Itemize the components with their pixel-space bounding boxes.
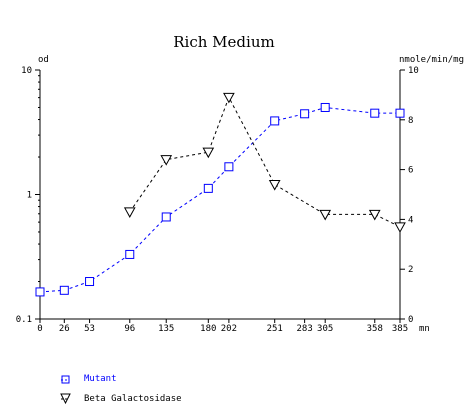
x-tick-label: 202 [221, 324, 237, 334]
data-point-beta-galactosidase [202, 147, 215, 159]
data-point-mutant [203, 183, 213, 193]
legend-label-beta-galactosidase: Beta Galactosidase [84, 394, 182, 404]
right-tick-label: 8 [408, 116, 413, 126]
left-tick-label: 0.1 [16, 315, 32, 325]
x-tick-label: 385 [392, 324, 408, 334]
data-point-mutant [270, 116, 280, 126]
x-tick-label: 251 [267, 324, 283, 334]
data-point-beta-galactosidase [394, 222, 406, 233]
x-tick-label: 96 [124, 324, 135, 334]
x-tick-label: 180 [200, 324, 216, 334]
x-tick-label: 26 [59, 324, 70, 334]
data-point-mutant [395, 108, 405, 118]
legend-square-marker [61, 375, 70, 384]
right-tick-label: 4 [408, 215, 413, 225]
data-point-mutant [224, 162, 234, 172]
data-point-mutant [300, 109, 310, 119]
right-tick-label: 10 [408, 66, 419, 76]
x-tick-label: 305 [317, 324, 333, 334]
left-axis-unit: od [38, 55, 49, 65]
legend-item-beta-galactosidase: Beta Galactosidase [60, 393, 182, 405]
data-point-mutant [370, 108, 380, 118]
data-point-mutant [320, 102, 330, 112]
legend-item-mutant: Mutant [61, 374, 117, 384]
right-axis-unit: nmole/min/mg [399, 55, 464, 65]
data-point-mutant [35, 287, 45, 297]
data-point-beta-galactosidase [123, 207, 136, 218]
x-axis-unit: mn [419, 324, 430, 334]
right-tick-label: 0 [408, 315, 413, 325]
x-tick-label: 358 [367, 324, 383, 334]
x-tick-label: 135 [158, 324, 174, 334]
right-tick-label: 2 [408, 265, 413, 275]
axes-layer: 0 26 53 96 135 180 202 251 283 305 358 385 0.1 1 10 0 2 4… [16, 66, 419, 334]
left-tick-label: 10 [21, 66, 32, 76]
x-tick-label: 0 [37, 324, 42, 334]
x-tick-label: 283 [296, 324, 312, 334]
x-tick-label: 53 [84, 324, 95, 334]
right-tick-label: 6 [408, 166, 413, 176]
data-point-mutant [85, 277, 95, 287]
data-point-mutant [161, 212, 171, 222]
data-point-beta-galactosidase [319, 209, 332, 221]
series-line-mutant [39, 106, 400, 293]
chart-title: Rich Medium [173, 33, 274, 51]
data-point-beta-galactosidase [223, 92, 235, 104]
data-point-mutant [59, 285, 69, 295]
data-point-beta-galactosidase [160, 155, 173, 166]
series-line-beta-galactosidase [129, 96, 401, 228]
data-point-mutant [125, 249, 135, 259]
legend: Mutant Beta Galactosidase [60, 374, 182, 405]
data-point-beta-galactosidase [268, 180, 281, 191]
data-point-beta-galactosidase [368, 209, 381, 221]
series-layer [35, 92, 406, 297]
left-tick-label: 1 [27, 191, 32, 201]
legend-triangle-marker [60, 393, 71, 405]
legend-label-mutant: Mutant [84, 374, 117, 384]
